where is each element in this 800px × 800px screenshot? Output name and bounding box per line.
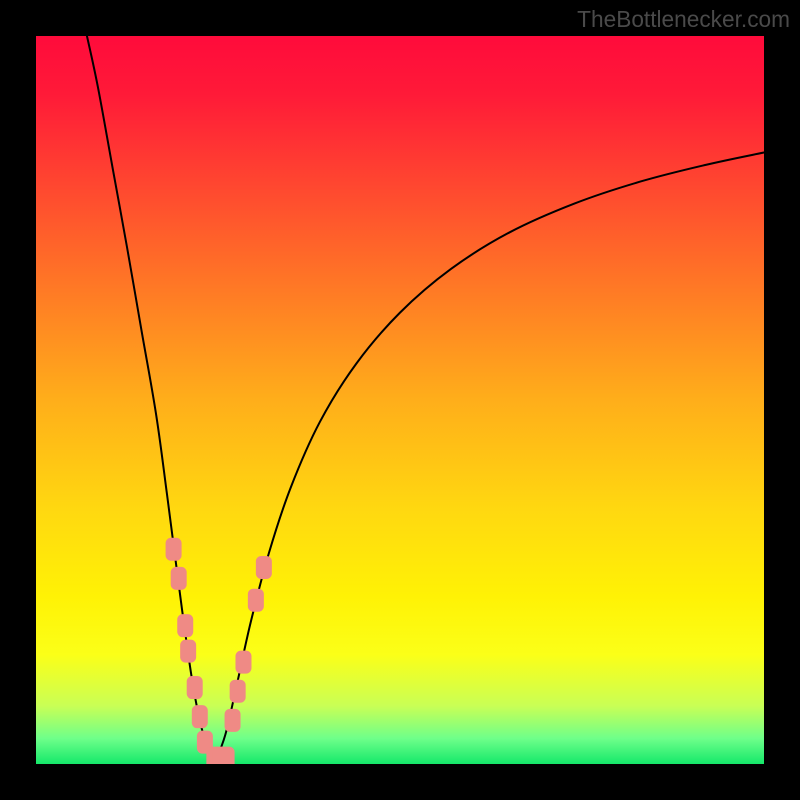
chart-svg (0, 0, 800, 800)
curve-marker (248, 589, 263, 611)
curve-marker (256, 556, 271, 578)
curve-marker (178, 615, 193, 637)
curve-marker (181, 640, 196, 662)
chart-plot-background (36, 36, 764, 764)
curve-marker (192, 706, 207, 728)
curve-marker (171, 567, 186, 589)
curve-marker (166, 538, 181, 560)
chart-stage: TheBottlenecker.com (0, 0, 800, 800)
curve-marker (230, 680, 245, 702)
curve-marker (225, 709, 240, 731)
curve-marker (236, 651, 251, 673)
curve-marker (187, 677, 202, 699)
